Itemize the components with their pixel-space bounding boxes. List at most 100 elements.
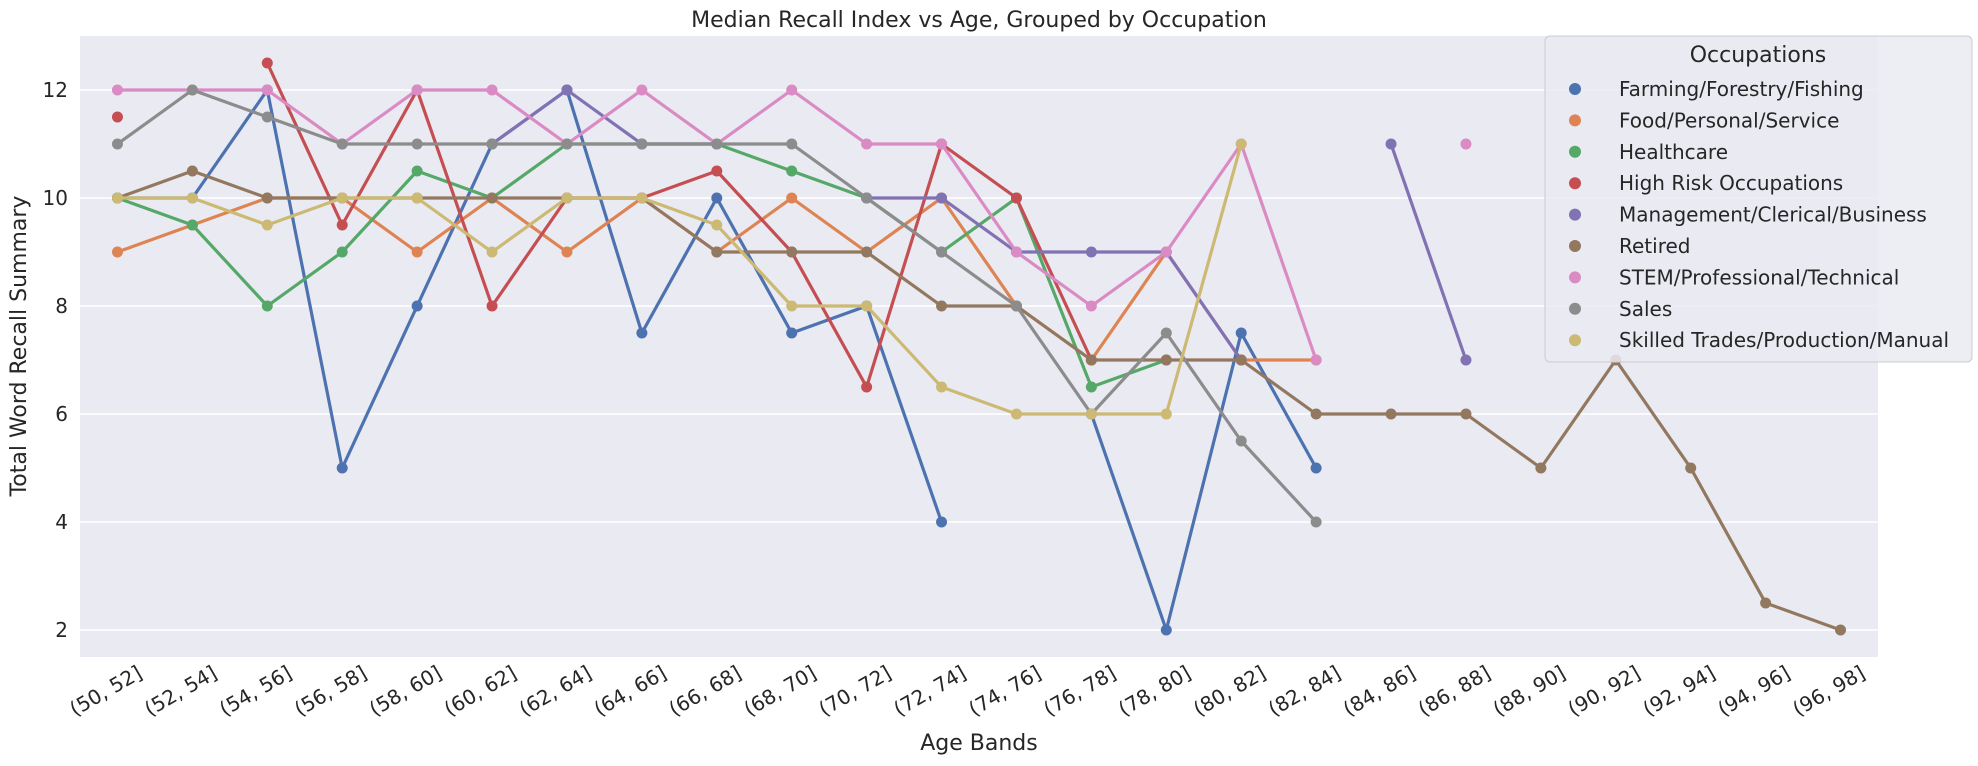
- data-point: [936, 192, 948, 204]
- series-line-segment: [715, 223, 794, 308]
- legend-marker: [1569, 271, 1581, 284]
- legend-marker: [1569, 208, 1581, 221]
- data-point: [261, 300, 273, 312]
- series-line-segment: [790, 196, 869, 254]
- series-line-segment: [1014, 304, 1093, 416]
- data-point: [1010, 300, 1022, 312]
- data-point: [1085, 381, 1097, 393]
- series-line-segment: [1164, 331, 1243, 632]
- legend-label: Management/Clerical/Business: [1619, 203, 1927, 227]
- series-sales: [111, 84, 1322, 528]
- series-line-segment: [340, 88, 419, 146]
- data-point: [261, 111, 273, 123]
- x-tick-label: (52, 54]: [140, 661, 221, 721]
- data-point: [936, 300, 948, 312]
- data-point: [861, 192, 873, 204]
- x-tick-labels: (50, 52](52, 54](54, 56](56, 58](58, 60]…: [65, 661, 1869, 721]
- data-point: [936, 381, 948, 393]
- data-point: [936, 138, 948, 150]
- legend-marker: [1569, 334, 1581, 347]
- series-line-segment: [265, 196, 344, 227]
- series-line-segment: [1239, 331, 1318, 470]
- data-point: [1460, 354, 1472, 366]
- series-line-segment: [265, 250, 344, 308]
- legend-label: STEM/Professional/Technical: [1619, 265, 1899, 289]
- data-point: [1235, 354, 1247, 366]
- data-point: [561, 192, 573, 204]
- data-point: [786, 84, 798, 96]
- series-line-segment: [190, 88, 269, 200]
- series-line-segment: [415, 196, 494, 254]
- data-point: [711, 246, 723, 258]
- series-line-segment: [1089, 250, 1168, 362]
- legend-label: Skilled Trades/Production/Manual: [1619, 328, 1949, 352]
- series-line-segment: [490, 142, 569, 200]
- data-point: [336, 462, 348, 474]
- data-point: [636, 84, 648, 96]
- data-point: [111, 192, 123, 204]
- data-point: [486, 138, 498, 150]
- series-line-segment: [1239, 358, 1318, 416]
- data-point: [786, 246, 798, 258]
- data-point: [936, 246, 948, 258]
- series-line-segment: [939, 196, 1019, 254]
- data-point: [861, 138, 873, 150]
- data-point: [411, 300, 423, 312]
- data-point: [1385, 138, 1397, 150]
- series-line-segment: [640, 196, 719, 227]
- series-line-segment: [115, 169, 194, 200]
- series-line-segment: [190, 169, 269, 200]
- series-line-segment: [865, 196, 944, 254]
- series-line-segment: [190, 196, 269, 227]
- data-point: [1160, 246, 1172, 258]
- series-line-segment: [1089, 331, 1168, 416]
- series-line-segment: [640, 196, 719, 254]
- series-line-segment: [190, 88, 269, 119]
- legend-marker: [1569, 240, 1581, 252]
- y-tick-label: 2: [55, 618, 68, 642]
- series-line-segment: [265, 115, 344, 146]
- series-line-segment: [1164, 331, 1243, 443]
- data-point: [561, 246, 573, 258]
- series-line-segment: [1239, 439, 1318, 524]
- x-tick-label: (78, 80]: [1114, 661, 1195, 721]
- series-line-segment: [715, 169, 794, 254]
- legend-marker: [1569, 177, 1581, 190]
- series-line-segment: [1089, 250, 1168, 308]
- legend-label: High Risk Occupations: [1619, 171, 1843, 195]
- legend-marker: [1569, 83, 1581, 95]
- data-point: [111, 84, 123, 96]
- data-point: [261, 57, 273, 69]
- series-line-segment: [790, 88, 869, 146]
- legend-items: Farming/Forestry/Fishing Food/Personal/Se…: [1569, 77, 1949, 352]
- x-tick-label: (90, 92]: [1564, 661, 1645, 721]
- data-point: [186, 84, 198, 96]
- x-tick-label: (74, 76]: [964, 661, 1045, 721]
- data-point: [336, 192, 348, 204]
- y-tick-label: 8: [55, 294, 68, 318]
- data-point: [1010, 192, 1022, 204]
- series-line-segment: [790, 142, 869, 200]
- legend-label: Healthcare: [1619, 140, 1728, 164]
- x-tick-label: (64, 66]: [590, 661, 671, 721]
- x-tick-label: (56, 58]: [290, 661, 371, 721]
- series-line-segment: [565, 196, 644, 254]
- data-point: [786, 138, 798, 150]
- data-point: [786, 192, 798, 204]
- data-point: [336, 246, 348, 258]
- data-point: [936, 516, 948, 528]
- data-point: [861, 300, 873, 312]
- data-point: [486, 300, 498, 312]
- legend-box: [1544, 35, 1973, 363]
- data-point: [1535, 462, 1547, 474]
- y-tick-label: 10: [43, 186, 68, 210]
- data-point: [1010, 408, 1022, 420]
- x-tick-label: (72, 74]: [889, 661, 970, 721]
- data-point: [1085, 408, 1097, 420]
- series-line-segment: [340, 304, 419, 470]
- data-point: [1685, 462, 1697, 474]
- series-line-segment: [1764, 601, 1843, 632]
- data-point: [186, 165, 198, 177]
- legend-label: Farming/Forestry/Fishing: [1619, 77, 1864, 101]
